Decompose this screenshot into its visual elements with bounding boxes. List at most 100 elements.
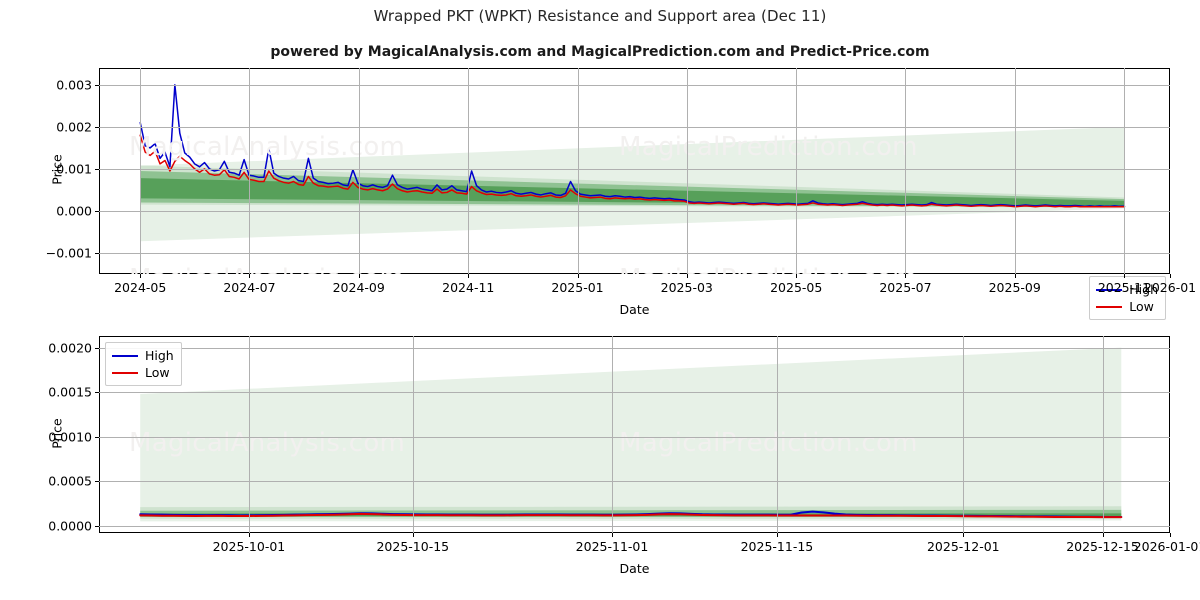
x-tick-mark <box>468 274 470 278</box>
x-tick-label: 2025-11 <box>1097 280 1151 295</box>
y-tick-mark <box>95 210 99 212</box>
gridline-vertical <box>1123 68 1125 274</box>
gridline-horizontal <box>99 525 1170 527</box>
series-line-low <box>139 512 1123 519</box>
y-tick-label: 0.0000 <box>48 518 92 534</box>
x-tick-label: 2024-11 <box>442 280 495 295</box>
x-tick-label: 2025-10-15 <box>376 539 450 554</box>
x-tick-mark <box>612 533 613 537</box>
gridline-vertical <box>776 336 778 533</box>
chart-panel-bottom: MagicalAnalysis.com MagicalPrediction.com… <box>48 336 1200 576</box>
x-tick-mark <box>412 533 414 537</box>
x-tick-mark <box>358 274 360 278</box>
y-tick-mark <box>95 168 99 170</box>
gridline-vertical <box>686 68 688 274</box>
chart-panel-top: MagicalAnalysis.com MagicalPrediction.com… <box>46 68 1196 320</box>
gridline-horizontal <box>99 168 1170 170</box>
x-axis-label-bottom: Date <box>619 561 650 576</box>
y-tick-mark <box>95 525 99 527</box>
gridline-vertical <box>249 68 251 274</box>
legend-entry-high[interactable]: High <box>1096 281 1158 298</box>
x-tick-mark <box>1123 274 1125 278</box>
x-tick-label: 2025-05 <box>770 280 823 295</box>
x-tick-label: 2025-12-15 <box>1066 539 1139 554</box>
gridline-vertical <box>1014 68 1016 274</box>
legend-entry-low[interactable]: Low <box>112 364 174 381</box>
legend-label: Low <box>1129 299 1154 314</box>
x-tick-mark <box>686 274 688 278</box>
y-tick-mark <box>95 436 99 438</box>
x-tick-mark <box>248 533 250 537</box>
page-subtitle: powered by MagicalAnalysis.com and Magic… <box>270 44 930 60</box>
band-outer-support <box>140 347 1122 522</box>
x-tick-mark <box>1170 274 1171 278</box>
gridline-vertical <box>577 68 579 274</box>
x-tick-label: 2026-01 <box>1143 280 1197 295</box>
gridline-vertical <box>140 68 142 274</box>
x-tick-label: 2025-12-01 <box>926 539 1000 554</box>
plot-area-top: MagicalAnalysis.com MagicalPrediction.com… <box>99 68 1170 274</box>
gridline-horizontal <box>99 481 1170 483</box>
y-tick-mark <box>95 392 99 394</box>
legend-swatch-high <box>112 354 138 357</box>
gridline-vertical <box>796 68 798 274</box>
gridline-horizontal <box>99 436 1170 438</box>
x-tick-label: 2025-11-01 <box>575 539 649 554</box>
y-tick-label: 0.003 <box>56 77 92 93</box>
x-tick-mark <box>249 274 251 278</box>
gridline-horizontal <box>99 347 1170 349</box>
y-tick-label: 0.0020 <box>48 340 92 356</box>
x-tick-mark <box>577 274 579 278</box>
x-tick-label: 2024-09 <box>332 280 385 295</box>
x-tick-mark <box>796 274 798 278</box>
x-tick-mark <box>905 274 907 278</box>
plot-area-bottom: MagicalAnalysis.com MagicalPrediction.com <box>99 336 1170 533</box>
legend-swatch-high <box>1096 288 1123 291</box>
legend-swatch-low <box>1096 305 1123 308</box>
legend-label: High <box>1129 282 1158 297</box>
gridline-vertical <box>1102 336 1104 533</box>
legend-entry-low[interactable]: Low <box>1096 298 1158 315</box>
x-tick-mark <box>140 274 142 278</box>
x-tick-label: 2025-09 <box>988 280 1041 295</box>
legend-label: High <box>145 348 174 363</box>
gridline-vertical <box>963 336 965 533</box>
x-axis-label-top: Date <box>619 302 650 317</box>
y-tick-label: 0.0015 <box>48 384 92 400</box>
x-tick-label: 2024-05 <box>114 280 167 295</box>
y-tick-label: 0.0005 <box>48 473 92 489</box>
page-title: Wrapped PKT (WPKT) Resistance and Suppor… <box>373 7 827 25</box>
x-tick-label: 2024-07 <box>223 280 276 295</box>
x-tick-label: 2025-11-15 <box>740 539 814 554</box>
gridline-vertical <box>468 68 470 274</box>
y-tick-mark <box>95 126 99 128</box>
y-tick-label: 0.002 <box>56 119 92 135</box>
gridline-vertical <box>905 68 907 274</box>
x-tick-label: 2025-01 <box>551 280 604 295</box>
band-inner-core <box>140 178 1125 207</box>
y-tick-label: 0.0010 <box>48 429 92 445</box>
legend-top[interactable]: High Low <box>1089 276 1166 320</box>
x-tick-label: 2025-10-01 <box>212 539 286 554</box>
gridline-vertical <box>612 336 613 533</box>
gridline-horizontal <box>99 126 1170 128</box>
x-tick-label: 2026-01-01 <box>1133 539 1200 554</box>
x-tick-mark <box>963 533 965 537</box>
y-tick-mark <box>95 347 99 349</box>
x-tick-label: 2025-03 <box>660 280 713 295</box>
y-tick-label: 0.001 <box>56 161 92 177</box>
x-tick-label: 2025-07 <box>879 280 932 295</box>
gridline-horizontal <box>99 392 1170 394</box>
legend-bottom[interactable]: High Low <box>105 342 182 386</box>
legend-swatch-low <box>112 371 138 374</box>
y-tick-mark <box>95 252 99 254</box>
legend-entry-high[interactable]: High <box>112 347 174 364</box>
series-line-high <box>139 84 1126 208</box>
gridline-horizontal <box>99 84 1170 86</box>
x-tick-mark <box>1170 533 1171 537</box>
gridline-horizontal <box>99 252 1170 254</box>
x-tick-mark <box>776 533 778 537</box>
legend-label: Low <box>145 365 170 380</box>
gridline-vertical <box>412 336 414 533</box>
x-tick-mark <box>1014 274 1016 278</box>
